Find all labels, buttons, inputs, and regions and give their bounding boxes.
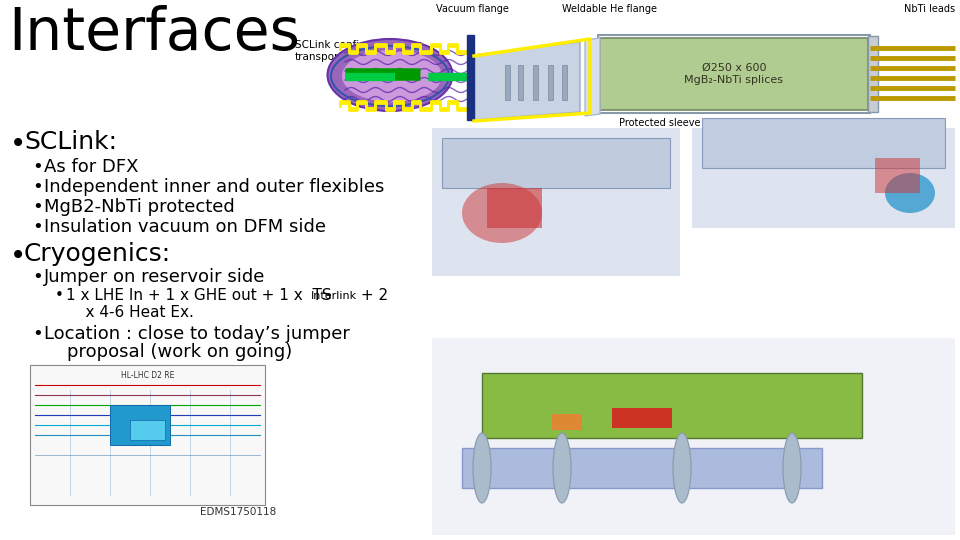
- Text: HL-LHC D2 RE: HL-LHC D2 RE: [121, 371, 174, 380]
- Bar: [462, 448, 822, 488]
- Bar: [505, 65, 510, 100]
- Ellipse shape: [783, 433, 801, 503]
- Bar: [518, 65, 523, 100]
- Bar: [612, 408, 672, 428]
- Bar: [552, 414, 582, 430]
- Ellipse shape: [473, 433, 491, 503]
- Text: Weldable He flange: Weldable He flange: [563, 4, 658, 14]
- Bar: [432, 128, 680, 276]
- Text: •: •: [32, 198, 43, 216]
- Bar: [598, 35, 870, 113]
- Text: Interfaces: Interfaces: [8, 5, 300, 62]
- Text: •: •: [32, 158, 43, 176]
- Text: Vacuum flange: Vacuum flange: [436, 4, 509, 14]
- Text: •: •: [10, 242, 26, 270]
- Bar: [548, 65, 553, 100]
- Bar: [130, 420, 165, 440]
- Text: •: •: [32, 268, 43, 286]
- Bar: [30, 365, 265, 505]
- Text: proposal (work on going): proposal (work on going): [44, 343, 292, 361]
- Text: •: •: [32, 218, 43, 236]
- Bar: [110, 405, 170, 445]
- Text: Insulation vacuum on DFM side: Insulation vacuum on DFM side: [44, 218, 326, 236]
- Bar: [442, 138, 670, 188]
- Text: Interlink: Interlink: [311, 291, 357, 301]
- Text: Protected sleeve: Protected sleeve: [619, 118, 701, 128]
- Text: SCLink:: SCLink:: [24, 130, 117, 154]
- Text: + 2: + 2: [356, 288, 388, 303]
- Text: Ø250 x 600
MgB₂-NbTi splices: Ø250 x 600 MgB₂-NbTi splices: [684, 63, 783, 85]
- Text: Cryogenics:: Cryogenics:: [24, 242, 171, 266]
- Ellipse shape: [553, 433, 571, 503]
- Text: •: •: [55, 288, 64, 303]
- Text: EDMS1750118: EDMS1750118: [200, 507, 276, 517]
- Bar: [600, 38, 868, 110]
- Ellipse shape: [342, 50, 442, 102]
- Bar: [875, 158, 920, 193]
- Ellipse shape: [462, 183, 542, 243]
- Polygon shape: [585, 38, 600, 116]
- Ellipse shape: [885, 173, 935, 213]
- Text: 1 x LHE In + 1 x GHE out + 1 x  TS: 1 x LHE In + 1 x GHE out + 1 x TS: [66, 288, 331, 303]
- Bar: [692, 128, 955, 228]
- Text: As for DFX: As for DFX: [44, 158, 138, 176]
- Text: •: •: [32, 325, 43, 343]
- Text: Location : close to today’s jumper: Location : close to today’s jumper: [44, 325, 349, 343]
- Text: SCLink configuration for
transport: SCLink configuration for transport: [295, 40, 421, 62]
- Bar: [562, 65, 567, 100]
- Text: Independent inner and outer flexibles: Independent inner and outer flexibles: [44, 178, 384, 196]
- Bar: [702, 118, 945, 168]
- Bar: [482, 373, 862, 438]
- Text: x 4-6 Heat Ex.: x 4-6 Heat Ex.: [66, 305, 194, 320]
- Polygon shape: [474, 42, 580, 120]
- Bar: [533, 65, 538, 100]
- Text: •: •: [32, 178, 43, 196]
- Text: NbTi leads: NbTi leads: [904, 4, 955, 14]
- Ellipse shape: [327, 39, 452, 111]
- Ellipse shape: [673, 433, 691, 503]
- Text: Jumper on reservoir side: Jumper on reservoir side: [44, 268, 265, 286]
- Bar: [868, 36, 878, 112]
- Bar: [432, 338, 955, 535]
- Bar: [487, 188, 542, 228]
- Bar: [467, 35, 474, 120]
- Text: •: •: [10, 130, 26, 158]
- Text: MgB2-NbTi protected: MgB2-NbTi protected: [44, 198, 235, 216]
